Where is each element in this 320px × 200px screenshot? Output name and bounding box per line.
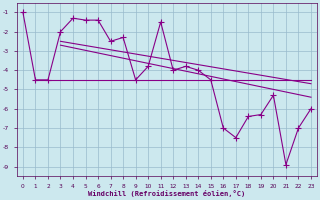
X-axis label: Windchill (Refroidissement éolien,°C): Windchill (Refroidissement éolien,°C) (88, 190, 245, 197)
